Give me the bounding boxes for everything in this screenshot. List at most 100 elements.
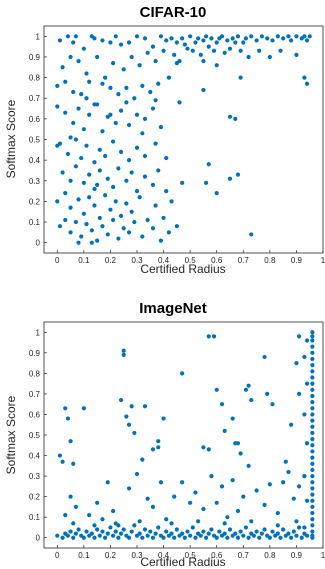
data-point [169,199,174,204]
data-point [73,34,78,39]
data-point [233,116,238,121]
data-point [304,441,310,446]
chart-imagenet: ImageNet 0 0.1 0.2 0.3 0.4 0.5 0.6 0.7 0.8 0.9 1 0… [4,300,325,569]
data-point [87,112,92,117]
data-point [203,34,209,39]
y-axis-label: Softmax Score [4,99,18,178]
data-point [201,529,206,534]
data-point [100,529,105,534]
plot-frame [43,25,324,254]
data-point [124,414,129,419]
y-tick-label: 0.3 [29,472,41,481]
data-point [145,533,150,538]
data-point [310,535,315,540]
data-point [222,521,227,526]
x-tick-label: 0.4 [158,551,170,560]
data-point [294,360,299,366]
x-tick-label: 0.2 [105,256,117,265]
data-point [225,38,230,43]
data-point [124,85,129,91]
data-point [84,143,89,148]
data-point [129,404,134,409]
data-point [95,182,100,187]
data-point [150,106,156,111]
data-point [79,155,84,161]
data-point [110,508,116,514]
data-point [134,188,140,194]
data-point [113,199,118,204]
data-point [134,145,140,150]
data-point [150,182,156,187]
data-point [254,529,259,534]
data-point [105,176,110,181]
x-tick-label: 0.9 [291,551,303,560]
data-point [203,180,209,185]
data-point [227,46,233,51]
data-point [68,178,73,183]
data-point [124,178,129,183]
y-tick-label: 0.9 [29,349,41,358]
data-point [113,521,118,526]
data-point [296,334,302,339]
data-point [174,224,179,229]
data-point [105,480,110,485]
data-point [150,504,156,510]
chart-title: ImageNet [139,300,207,317]
data-point [100,81,105,86]
data-point [296,484,302,489]
data-point [302,75,307,80]
data-point [161,215,166,221]
data-point [108,40,113,45]
data-point [267,54,272,60]
data-point [249,519,254,524]
data-point [227,527,233,532]
data-point [310,455,315,460]
data-point [55,143,60,148]
data-point [92,160,97,165]
data-point [262,354,267,360]
data-point [270,529,275,534]
data-point [296,525,302,530]
data-point [153,58,158,64]
data-point [265,391,270,397]
data-point [126,40,132,45]
data-point [304,533,310,538]
y-tick-label: 0.2 [29,493,41,502]
data-point [257,535,262,540]
data-point [238,75,243,80]
data-point [57,38,63,43]
data-point [63,191,68,196]
data-point [95,54,100,60]
data-point [302,473,307,479]
data-point [126,230,132,235]
data-point [68,230,73,235]
data-point [249,232,254,237]
data-point [142,174,148,179]
data-point [246,463,251,468]
data-point [230,36,235,41]
data-point [161,48,166,53]
data-point [105,232,110,237]
data-point [310,334,315,339]
x-tick-label: 0.2 [105,551,117,560]
data-point [265,36,270,41]
data-point [254,488,259,493]
data-point [55,533,60,538]
data-point [142,153,148,159]
data-point [188,533,193,538]
data-point [81,180,86,185]
data-point [87,513,92,518]
y-tick-label: 1 [36,328,41,337]
data-point [174,61,179,66]
data-point [235,508,241,514]
data-point [310,338,315,343]
data-point [235,172,241,177]
data-point [84,71,89,76]
data-point [302,525,307,530]
data-point [142,527,148,532]
data-point [100,517,105,522]
data-point [209,473,214,479]
data-point [150,226,156,231]
x-tick-label: 0.6 [211,256,223,265]
data-point [310,330,315,335]
